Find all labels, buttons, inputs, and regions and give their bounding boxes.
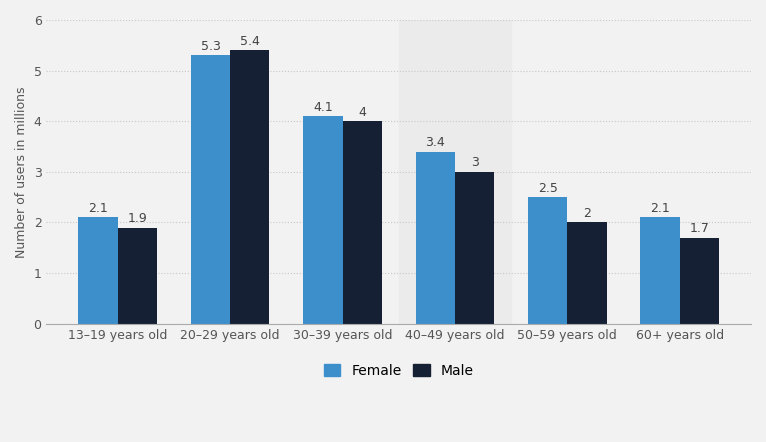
- Bar: [528, 197, 568, 324]
- Bar: [303, 116, 342, 324]
- Text: 4.1: 4.1: [313, 101, 332, 114]
- Text: 5.4: 5.4: [240, 35, 260, 48]
- Bar: [118, 228, 157, 324]
- Bar: [455, 172, 494, 324]
- Text: 3: 3: [470, 156, 479, 169]
- Text: 4: 4: [358, 106, 366, 119]
- Y-axis label: Number of users in millions: Number of users in millions: [15, 86, 28, 258]
- Text: 2.1: 2.1: [650, 202, 669, 215]
- Bar: [191, 55, 230, 324]
- Text: 2.1: 2.1: [88, 202, 108, 215]
- Text: 1.7: 1.7: [689, 222, 709, 235]
- Bar: [342, 121, 382, 324]
- Bar: [679, 238, 719, 324]
- Bar: [78, 217, 118, 324]
- Legend: Female, Male: Female, Male: [318, 358, 480, 384]
- Bar: [416, 152, 455, 324]
- Bar: [640, 217, 679, 324]
- Bar: [230, 50, 270, 324]
- Bar: [568, 222, 607, 324]
- Text: 5.3: 5.3: [201, 40, 221, 53]
- Text: 3.4: 3.4: [425, 136, 445, 149]
- Text: 2: 2: [583, 207, 591, 220]
- Text: 1.9: 1.9: [128, 212, 147, 225]
- Bar: [399, 20, 511, 324]
- Text: 2.5: 2.5: [538, 182, 558, 194]
